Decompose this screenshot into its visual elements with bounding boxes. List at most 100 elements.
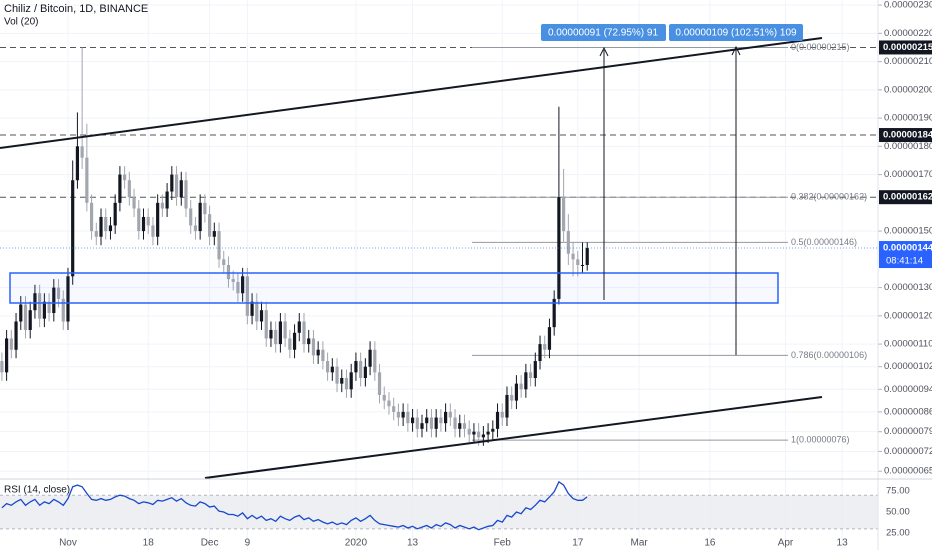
- candle-body: [104, 216, 108, 232]
- candle-body: [434, 417, 438, 429]
- candle-body: [500, 411, 504, 418]
- candle-body: [274, 329, 278, 345]
- candle-body: [66, 276, 70, 322]
- candle-body: [382, 394, 386, 401]
- trend-line: [204, 396, 823, 479]
- candle-body: [212, 231, 216, 237]
- candle-body: [505, 394, 509, 418]
- candle-body: [519, 383, 523, 390]
- candle-body: [123, 174, 127, 181]
- candle-body: [264, 310, 268, 339]
- candle-body: [580, 264, 585, 266]
- measure-label: 0.00000091 (72.95%) 91: [548, 28, 659, 39]
- candle-body: [462, 423, 467, 429]
- candle-body: [85, 157, 89, 203]
- arrow-head: [731, 45, 741, 56]
- candle-body: [585, 248, 589, 265]
- candle-body: [71, 180, 75, 277]
- candle-body: [297, 321, 301, 333]
- candle-body: [392, 406, 396, 412]
- candle-body: [307, 338, 311, 345]
- price-label: 0.00000215: [883, 42, 932, 53]
- candle-body: [429, 417, 434, 429]
- candle-body: [491, 428, 495, 432]
- candle-body: [363, 366, 367, 378]
- y-tick-label: 0.00000094: [884, 384, 932, 395]
- candle-body: [118, 174, 122, 203]
- candle-body: [250, 301, 254, 316]
- candle-body: [5, 338, 9, 373]
- x-tick-label: Feb: [494, 538, 512, 549]
- candle-body: [283, 321, 287, 339]
- candle-body: [486, 431, 490, 435]
- rsi-tick-label: 75.00: [886, 486, 910, 497]
- y-tick-label: 0.00000120: [884, 310, 932, 321]
- candle-body: [415, 417, 419, 429]
- candle-body: [255, 301, 259, 322]
- candle-body: [146, 216, 150, 226]
- candle-body: [222, 259, 226, 265]
- zone-rect: [9, 272, 779, 304]
- candle-body: [137, 208, 141, 232]
- x-tick-label: 2020: [345, 538, 368, 549]
- candle-body: [453, 417, 457, 429]
- candle-body: [344, 377, 349, 390]
- candle-body: [547, 327, 552, 350]
- candle-body: [38, 293, 42, 319]
- candle-body: [543, 344, 547, 350]
- candle-body: [151, 225, 155, 237]
- candle-body: [396, 411, 401, 418]
- candle-body: [14, 321, 18, 350]
- candle-body: [481, 434, 485, 438]
- x-tick-label: Mar: [631, 538, 649, 549]
- candle-body: [28, 310, 32, 330]
- candle-body: [410, 417, 415, 424]
- candle-body: [80, 146, 84, 158]
- x-tick-label: 17: [572, 538, 584, 549]
- candle-body: [278, 321, 282, 345]
- candle-body: [359, 361, 363, 378]
- candle-body: [571, 253, 575, 260]
- candle-body: [226, 264, 231, 280]
- candle-body: [420, 423, 424, 429]
- candle-body: [42, 301, 46, 319]
- candle-body: [354, 361, 358, 373]
- y-tick-label: 0.00000190: [884, 113, 932, 124]
- candle-body: [75, 146, 80, 181]
- candle-body: [448, 411, 452, 418]
- volume-label: Vol (20): [4, 17, 38, 28]
- price-label-box: [879, 40, 932, 55]
- price-label-box: [879, 128, 932, 143]
- candle-body: [33, 293, 37, 311]
- y-tick-label: 0.00000130: [884, 282, 932, 293]
- candle-body: [576, 259, 580, 265]
- candle-body: [259, 310, 264, 322]
- candle-body: [458, 423, 462, 429]
- candle-body: [340, 377, 344, 384]
- candle-body: [0, 361, 4, 373]
- candle-body: [368, 349, 372, 367]
- fib-label: 0.786(0.00000106): [791, 350, 867, 360]
- chart-title: Chiliz / Bitcoin, 1D, BINANCE: [4, 3, 148, 15]
- candle-body: [231, 279, 235, 282]
- candle-body: [269, 329, 273, 339]
- candle-body: [156, 202, 160, 237]
- measure-label: 0.00000109 (102.51%) 109: [675, 28, 797, 39]
- price-label: 0.00000162: [883, 192, 932, 203]
- y-tick-label: 0.00000210: [884, 56, 932, 67]
- candle-body: [401, 411, 405, 418]
- fib-label: 0.5(0.00000146): [791, 237, 857, 247]
- candle-body: [335, 366, 339, 384]
- last-price-box: [879, 241, 932, 269]
- candle-body: [524, 372, 528, 390]
- price-label: 0.00000184: [883, 130, 932, 141]
- candle-body: [113, 202, 117, 226]
- candle-body: [444, 411, 448, 424]
- rsi-tick-label: 25.00: [886, 528, 910, 539]
- price-label-box: [879, 190, 932, 205]
- candle-body: [288, 338, 292, 350]
- candle-body: [321, 349, 325, 362]
- rsi-band: [0, 495, 878, 529]
